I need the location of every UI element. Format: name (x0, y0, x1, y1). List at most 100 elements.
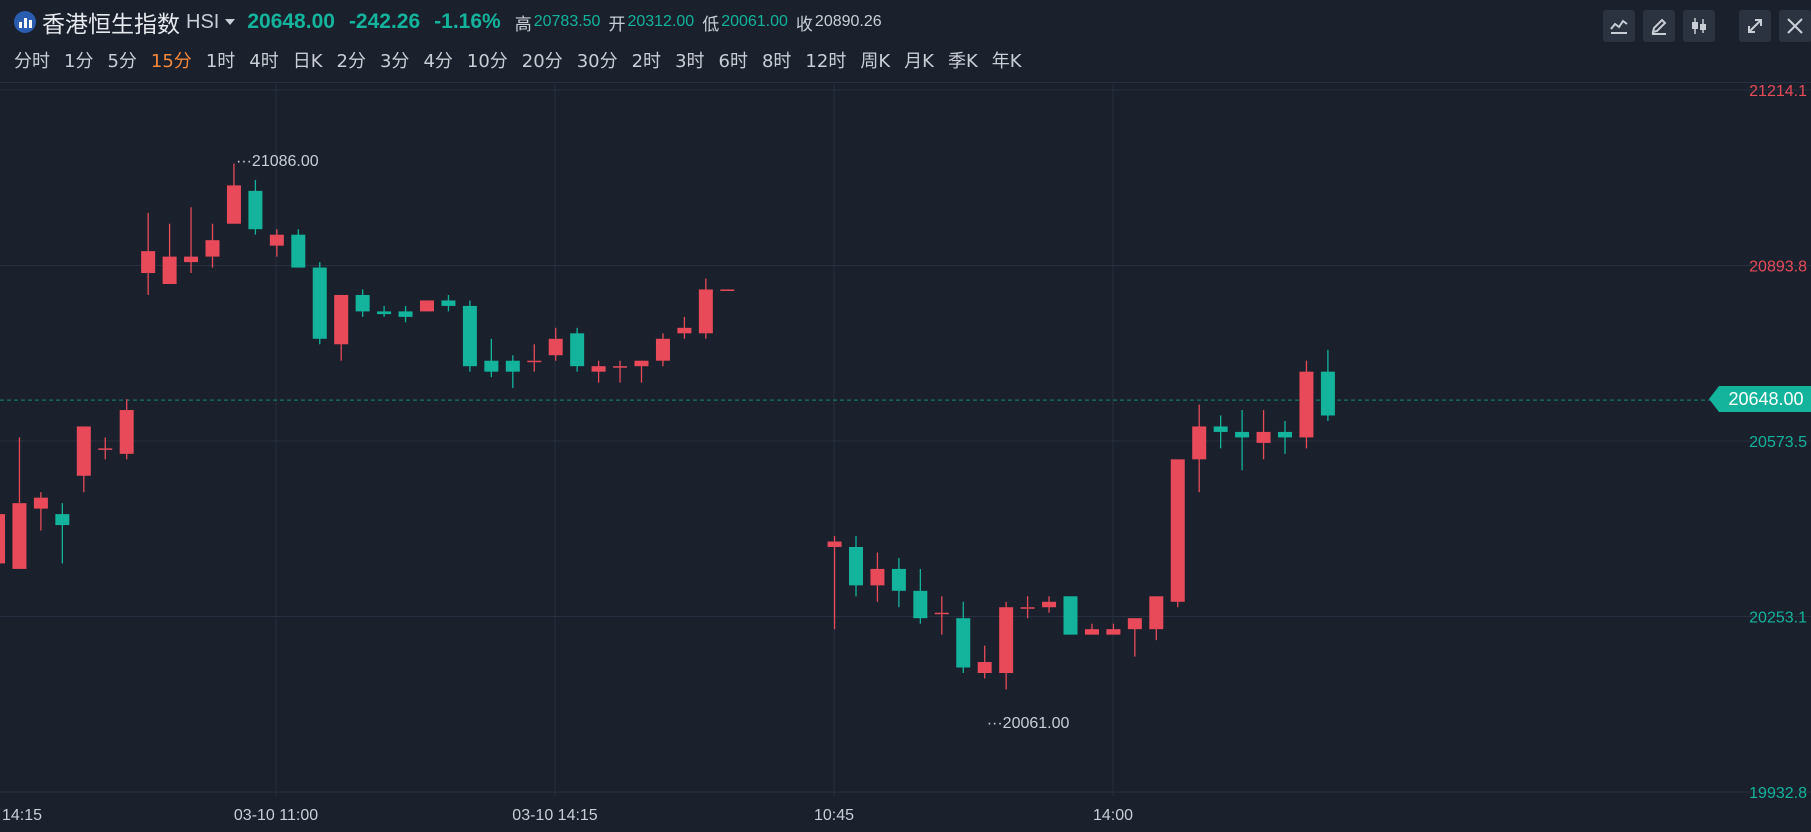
price-change-pct: -1.16% (434, 10, 501, 33)
candle-body (1256, 431, 1271, 443)
candle-body (1278, 431, 1292, 438)
chevron-down-icon[interactable] (225, 19, 236, 25)
candle-body (956, 618, 971, 668)
candle-body (1042, 601, 1057, 608)
candle-body (1170, 459, 1185, 602)
y-tick-label: 19932.8 (1749, 785, 1807, 802)
candle-body (634, 360, 649, 367)
period-tab[interactable]: 2分 (336, 51, 366, 72)
candle-body (141, 251, 156, 274)
y-tick-label: 21214.1 (1749, 83, 1807, 100)
chart-toolbar (1595, 10, 1811, 42)
low-label: 低 (702, 14, 720, 35)
period-tab[interactable]: 5分 (107, 51, 137, 72)
candle-body (870, 568, 885, 586)
candle-body (248, 190, 263, 230)
candle-body (119, 410, 134, 454)
y-tick-label: 20893.8 (1749, 258, 1807, 275)
candle-body (720, 289, 735, 291)
period-tab[interactable]: 4时 (249, 51, 279, 72)
x-tick-label: 03-10 11:00 (234, 807, 318, 824)
period-tab[interactable]: 3时 (675, 51, 705, 72)
candle-body (76, 426, 91, 476)
open-value: 20312.00 (627, 13, 695, 30)
candle-body (1149, 596, 1164, 630)
period-tab[interactable]: 月K (904, 51, 934, 72)
period-tab[interactable]: 日K (292, 51, 323, 72)
candle-body (613, 366, 628, 368)
candle-body (312, 267, 327, 339)
period-tab[interactable]: 6时 (718, 51, 748, 72)
candle-style-icon (1692, 18, 1706, 34)
period-tab[interactable]: 30分 (576, 51, 618, 72)
candle-body (291, 234, 306, 268)
candle-body (1063, 596, 1078, 635)
candle-body (655, 338, 670, 361)
open-label: 开 (608, 14, 626, 35)
high-label: 高 (514, 14, 532, 35)
candle-body (827, 541, 842, 547)
close-button[interactable] (1779, 10, 1811, 42)
close-value: 20890.26 (814, 13, 882, 30)
index-code[interactable]: HSI (186, 10, 220, 33)
candle-body (1235, 431, 1250, 438)
close-label: 收 (795, 14, 813, 35)
x-tick-label: 14:15 (2, 807, 42, 824)
candle-body (355, 294, 370, 312)
candle-body (484, 360, 499, 372)
period-tab[interactable]: 12时 (805, 51, 847, 72)
candle-style-button[interactable] (1683, 10, 1715, 42)
candle-body (527, 360, 542, 363)
period-tab[interactable]: 1时 (205, 51, 236, 72)
period-tab[interactable]: 3分 (379, 51, 410, 72)
candle-body (184, 256, 199, 263)
candle-body (591, 366, 606, 372)
close-icon (1787, 18, 1803, 34)
last-price-tag: 20648.00 (1709, 386, 1811, 412)
candle-body (162, 256, 177, 285)
period-tab[interactable]: 年K (991, 51, 1022, 72)
candle-body (33, 497, 48, 509)
candle-body (269, 234, 284, 246)
expand-button[interactable] (1739, 10, 1771, 42)
candle-body (570, 333, 585, 367)
index-name[interactable]: 香港恒生指数 (42, 12, 180, 38)
candle-body (977, 662, 992, 674)
candle-body (98, 448, 113, 450)
candle-body (849, 546, 863, 586)
period-tab[interactable]: 20分 (521, 51, 563, 72)
period-tab[interactable]: 分时 (14, 51, 50, 72)
y-tick-label: 20253.1 (1749, 610, 1807, 627)
expand-icon (1748, 19, 1762, 33)
period-tab[interactable]: 1分 (64, 51, 94, 72)
candle-body (441, 300, 456, 306)
period-tab[interactable]: 8时 (761, 51, 792, 72)
candle-body (677, 327, 692, 334)
candle-body (1213, 426, 1228, 432)
period-tab[interactable]: 周K (860, 51, 891, 72)
high-marker: ···21086.00 (236, 153, 319, 170)
candle-body (1192, 426, 1207, 460)
period-tab[interactable]: 15分 (150, 51, 192, 72)
header: 香港恒生指数 HSI 20648.00 -242.26 -1.16% 高 207… (0, 0, 1811, 72)
candle-body (12, 503, 27, 569)
candle-body (377, 311, 392, 315)
period-tab[interactable]: 季K (947, 51, 978, 72)
candle-body (1106, 629, 1121, 635)
candle-body (891, 568, 906, 591)
candle-body (462, 305, 477, 367)
indicator-icon (1610, 19, 1628, 34)
period-tab[interactable]: 4分 (423, 51, 453, 72)
period-selector: 分时 1分 5分 15分 1时 4时 日K 2分 3分 4分 10分 20分 30分 2时 3时 6时 8时 12… (14, 46, 1036, 74)
x-tick-label: 10:45 (814, 807, 854, 824)
period-tab[interactable]: 10分 (466, 51, 508, 72)
draw-button[interactable] (1643, 10, 1675, 42)
indicator-button[interactable] (1603, 10, 1635, 42)
low-marker: ···20061.00 (987, 715, 1070, 732)
header-divider (0, 82, 1811, 83)
high-value: 20783.50 (533, 13, 601, 30)
price-change: -242.26 (348, 10, 421, 33)
candle-body (1084, 629, 1099, 635)
period-tab[interactable]: 2时 (631, 51, 662, 72)
